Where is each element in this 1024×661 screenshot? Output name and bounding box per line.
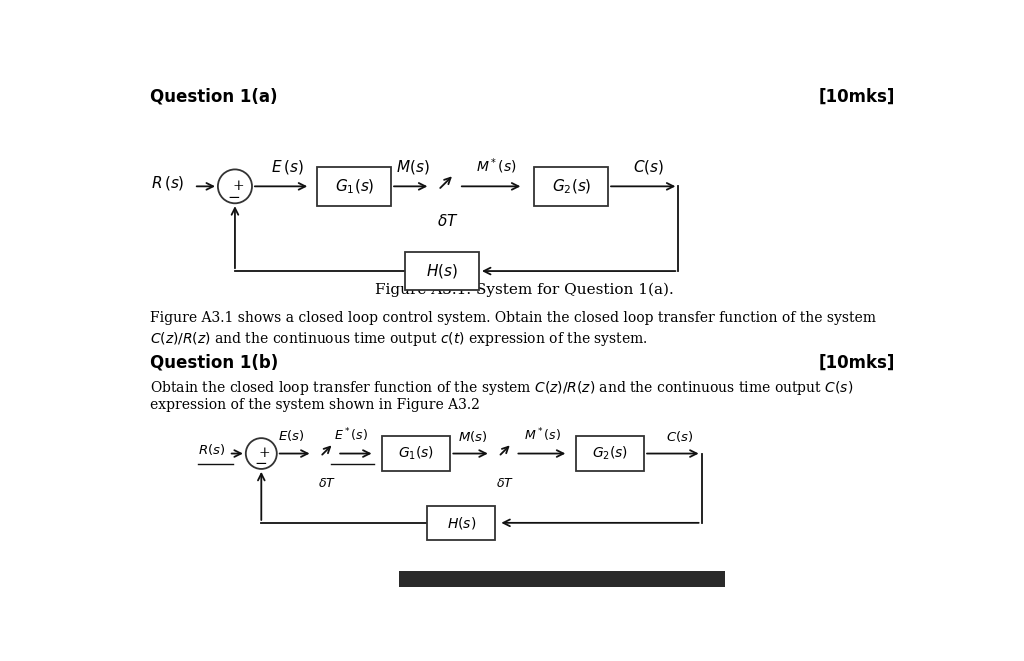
Text: Obtain the closed loop transfer function of the system $C(z)/R(z)$ and the conti: Obtain the closed loop transfer function… — [150, 379, 853, 397]
Text: $M(s)$: $M(s)$ — [458, 428, 487, 444]
Text: $\delta T$: $\delta T$ — [318, 477, 336, 490]
Text: +: + — [232, 178, 244, 192]
Text: $R(s)$: $R(s)$ — [198, 442, 225, 457]
Text: Figure A3.1. System for Question 1(a).: Figure A3.1. System for Question 1(a). — [376, 282, 674, 297]
Text: $C(z)/R(z)$ and the continuous time output $c(t)$ expression of the system.: $C(z)/R(z)$ and the continuous time outp… — [150, 330, 647, 348]
Text: [10mks]: [10mks] — [819, 88, 895, 106]
Text: $R\,(s)$: $R\,(s)$ — [152, 173, 184, 192]
Text: $\delta T$: $\delta T$ — [437, 214, 459, 229]
Circle shape — [218, 169, 252, 204]
FancyBboxPatch shape — [317, 167, 391, 206]
Text: −: − — [227, 191, 241, 205]
Text: Question 1(b): Question 1(b) — [150, 354, 278, 371]
Text: +: + — [259, 446, 270, 460]
Circle shape — [246, 438, 276, 469]
Text: [10mks]: [10mks] — [819, 354, 895, 371]
FancyBboxPatch shape — [427, 506, 496, 540]
Text: $H(s)$: $H(s)$ — [446, 515, 476, 531]
FancyBboxPatch shape — [535, 167, 608, 206]
Text: $C(s)$: $C(s)$ — [667, 428, 693, 444]
Text: $G_1(s)$: $G_1(s)$ — [335, 177, 374, 196]
Text: −: − — [254, 457, 267, 471]
Text: $E\,(s)$: $E\,(s)$ — [270, 157, 303, 176]
Text: $M(s)$: $M(s)$ — [396, 157, 430, 176]
Text: $G_1(s)$: $G_1(s)$ — [398, 445, 434, 462]
Text: $E^*(s)$: $E^*(s)$ — [334, 426, 369, 444]
Text: Question 1(a): Question 1(a) — [150, 88, 278, 106]
Text: $M^*(s)$: $M^*(s)$ — [524, 426, 561, 444]
Text: $G_2(s)$: $G_2(s)$ — [552, 177, 591, 196]
FancyBboxPatch shape — [575, 436, 644, 471]
Text: $M^*(s)$: $M^*(s)$ — [476, 156, 516, 176]
Text: $C(s)$: $C(s)$ — [633, 157, 665, 176]
FancyBboxPatch shape — [399, 571, 725, 587]
Text: $\delta T$: $\delta T$ — [497, 477, 514, 490]
FancyBboxPatch shape — [382, 436, 451, 471]
FancyBboxPatch shape — [406, 252, 478, 290]
Text: Figure A3.1 shows a closed loop control system. Obtain the closed loop transfer : Figure A3.1 shows a closed loop control … — [150, 311, 876, 325]
Text: $G_2(s)$: $G_2(s)$ — [592, 445, 628, 462]
Text: $E(s)$: $E(s)$ — [278, 428, 304, 443]
Text: $H(s)$: $H(s)$ — [426, 262, 458, 280]
Text: expression of the system shown in Figure A3.2: expression of the system shown in Figure… — [150, 398, 479, 412]
